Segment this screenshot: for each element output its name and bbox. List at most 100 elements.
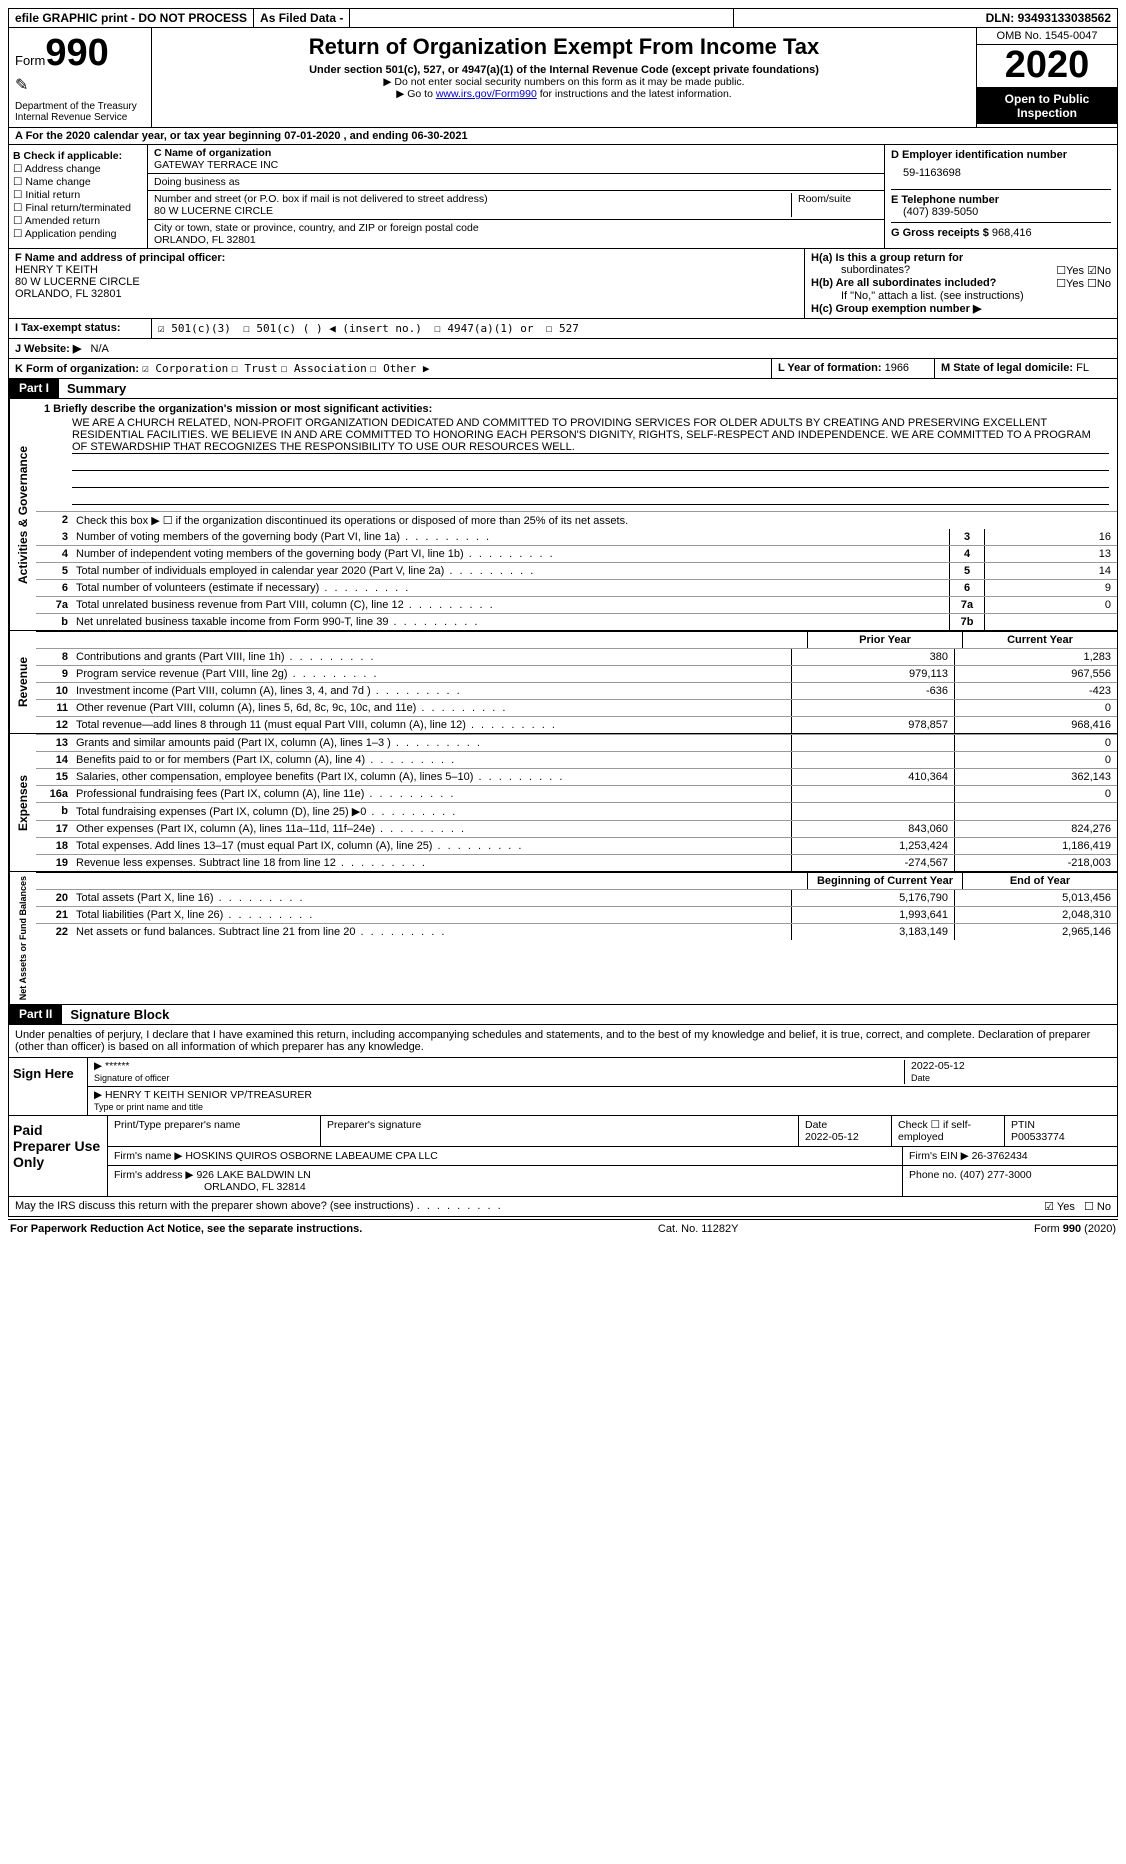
chk-final-return[interactable]: ☐ Final return/terminated (13, 202, 143, 214)
rev-line-9: 9Program service revenue (Part VIII, lin… (36, 665, 1117, 682)
chk-pending[interactable]: ☐ Application pending (13, 228, 143, 240)
mission-block: 1 Briefly describe the organization's mi… (36, 399, 1117, 511)
governance-block: Activities & Governance 1 Briefly descri… (8, 399, 1118, 631)
chk-4947[interactable]: ☐ 4947(a)(1) or (434, 322, 533, 335)
right-box: OMB No. 1545-0047 2020 Open to PublicIns… (976, 28, 1117, 127)
vlabel-governance: Activities & Governance (9, 399, 36, 630)
ha-yes[interactable]: ☐Yes (1056, 265, 1084, 277)
form-header: Form990 ✎ Department of the Treasury Int… (8, 28, 1118, 128)
link-note: ▶ Go to www.irs.gov/Form990 for instruct… (160, 88, 968, 100)
chk-527[interactable]: ☐ 527 (546, 322, 579, 335)
perjury-statement: Under penalties of perjury, I declare th… (8, 1025, 1118, 1058)
mission-text: WE ARE A CHURCH RELATED, NON-PROFIT ORGA… (72, 417, 1109, 454)
row-fh: F Name and address of principal officer:… (8, 249, 1118, 319)
exp-line-17: 17Other expenses (Part IX, column (A), l… (36, 820, 1117, 837)
rev-line-12: 12Total revenue—add lines 8 through 11 (… (36, 716, 1117, 733)
chk-trust[interactable]: ☐ Trust (231, 362, 277, 375)
h-group-return: H(a) Is this a group return for subordin… (805, 249, 1117, 318)
discuss-no[interactable]: ☐ No (1084, 1201, 1111, 1213)
ein: 59-1163698 (891, 161, 1111, 185)
omb-no: OMB No. 1545-0047 (977, 28, 1117, 45)
org-city: ORLANDO, FL 32801 (154, 234, 256, 246)
chk-501c[interactable]: ☐ 501(c) ( ) ◀ (insert no.) (243, 322, 422, 335)
section-bcdeg: B Check if applicable: ☐ Address change … (8, 145, 1118, 249)
room-suite: Room/suite (791, 193, 878, 217)
rev-line-8: 8Contributions and grants (Part VIII, li… (36, 648, 1117, 665)
dba-label: Doing business as (154, 176, 240, 188)
firm-ein: 26-3762434 (972, 1150, 1028, 1162)
org-street: 80 W LUCERNE CIRCLE (154, 205, 273, 217)
chk-corp[interactable]: ☑ Corporation (142, 362, 228, 375)
expenses-block: Expenses 13Grants and similar amounts pa… (8, 734, 1118, 872)
website: N/A (91, 343, 109, 355)
title-box: Return of Organization Exempt From Incom… (152, 28, 976, 127)
vlabel-expenses: Expenses (9, 734, 36, 871)
firm-phone: (407) 277-3000 (960, 1169, 1032, 1181)
chk-address-change[interactable]: ☐ Address change (13, 163, 143, 175)
exp-line-18: 18Total expenses. Add lines 13–17 (must … (36, 837, 1117, 854)
exp-line-16a: 16aProfessional fundraising fees (Part I… (36, 785, 1117, 802)
form-id-box: Form990 ✎ Department of the Treasury Int… (9, 28, 152, 127)
ssn-note: ▶ Do not enter social security numbers o… (160, 76, 968, 88)
gov-line-6: 6Total number of volunteers (estimate if… (36, 579, 1117, 596)
tax-year: 2020 (977, 45, 1117, 88)
irs-link[interactable]: www.irs.gov/Form990 (436, 88, 537, 100)
footer: For Paperwork Reduction Act Notice, see … (8, 1219, 1118, 1238)
top-bar: efile GRAPHIC print - DO NOT PROCESS As … (8, 8, 1118, 28)
firm-name: HOSKINS QUIROS OSBORNE LABEAUME CPA LLC (185, 1150, 437, 1162)
dln: DLN: 93493133038562 (734, 9, 1117, 27)
netassets-block: Net Assets or Fund Balances Beginning of… (8, 872, 1118, 1005)
part2-header: Part II Signature Block (8, 1005, 1118, 1025)
chk-initial-return[interactable]: ☐ Initial return (13, 189, 143, 201)
rev-line-10: 10Investment income (Part VIII, column (… (36, 682, 1117, 699)
row-j-website: J Website: ▶ N/A (8, 339, 1118, 359)
gov-line-3: 3Number of voting members of the governi… (36, 529, 1117, 545)
exp-line-13: 13Grants and similar amounts paid (Part … (36, 734, 1117, 751)
exp-line-19: 19Revenue less expenses. Subtract line 1… (36, 854, 1117, 871)
chk-assoc[interactable]: ☐ Association (281, 362, 367, 375)
exp-line-14: 14Benefits paid to or for members (Part … (36, 751, 1117, 768)
revenue-block: Revenue Prior YearCurrent Year 8Contribu… (8, 631, 1118, 734)
org-name: GATEWAY TERRACE INC (154, 159, 278, 171)
state-domicile: FL (1076, 362, 1089, 374)
gov-line-7a: 7aTotal unrelated business revenue from … (36, 596, 1117, 613)
net-line-21: 21Total liabilities (Part X, line 26) 1,… (36, 906, 1117, 923)
net-line-22: 22Net assets or fund balances. Subtract … (36, 923, 1117, 940)
col-b-checkboxes: B Check if applicable: ☐ Address change … (9, 145, 148, 248)
row-i-tax-status: I Tax-exempt status: ☑ 501(c)(3) ☐ 501(c… (8, 319, 1118, 339)
principal-officer: F Name and address of principal officer:… (9, 249, 805, 318)
irs-label: Internal Revenue Service (15, 112, 145, 123)
chk-name-change[interactable]: ☐ Name change (13, 176, 143, 188)
as-filed: As Filed Data - (254, 9, 350, 27)
line2-discontinued: Check this box ▶ ☐ if the organization d… (72, 512, 1117, 529)
paid-preparer-block: Paid Preparer Use Only Print/Type prepar… (8, 1116, 1118, 1197)
vlabel-netassets: Net Assets or Fund Balances (9, 872, 36, 1004)
exp-line-b: bTotal fundraising expenses (Part IX, co… (36, 802, 1117, 820)
chk-501c3[interactable]: ☑ 501(c)(3) (158, 322, 231, 335)
hb-yes[interactable]: ☐Yes (1056, 278, 1084, 290)
open-inspection: Open to PublicInspection (977, 88, 1117, 124)
efile-notice: efile GRAPHIC print - DO NOT PROCESS (9, 9, 254, 27)
part1-header: Part I Summary (8, 379, 1118, 399)
gross-receipts: 968,416 (992, 227, 1032, 239)
subtitle: Under section 501(c), 527, or 4947(a)(1)… (160, 64, 968, 76)
officer-name: HENRY T KEITH SENIOR VP/TREASURER (105, 1089, 312, 1101)
gov-line-4: 4Number of independent voting members of… (36, 545, 1117, 562)
discuss-yes[interactable]: ☑ Yes (1044, 1201, 1075, 1213)
row-a-tax-year: A For the 2020 calendar year, or tax yea… (8, 128, 1118, 145)
chk-amended[interactable]: ☐ Amended return (13, 215, 143, 227)
hb-no[interactable]: ☐No (1087, 278, 1111, 290)
sign-here-block: Sign Here ▶ ******Signature of officer 2… (8, 1058, 1118, 1116)
col-deg: D Employer identification number 59-1163… (884, 145, 1117, 248)
net-line-20: 20Total assets (Part X, line 16) 5,176,7… (36, 889, 1117, 906)
rev-line-11: 11Other revenue (Part VIII, column (A), … (36, 699, 1117, 716)
discuss-row: May the IRS discuss this return with the… (8, 1197, 1118, 1217)
year-formation: 1966 (885, 362, 909, 374)
col-c-org: C Name of organization GATEWAY TERRACE I… (148, 145, 884, 248)
ha-no[interactable]: ☑No (1087, 265, 1111, 277)
telephone: (407) 839-5050 (891, 206, 978, 218)
topbar-spacer (350, 9, 734, 27)
form-title: Return of Organization Exempt From Incom… (160, 34, 968, 60)
gov-line-5: 5Total number of individuals employed in… (36, 562, 1117, 579)
chk-other[interactable]: ☐ Other ▶ (370, 362, 430, 375)
